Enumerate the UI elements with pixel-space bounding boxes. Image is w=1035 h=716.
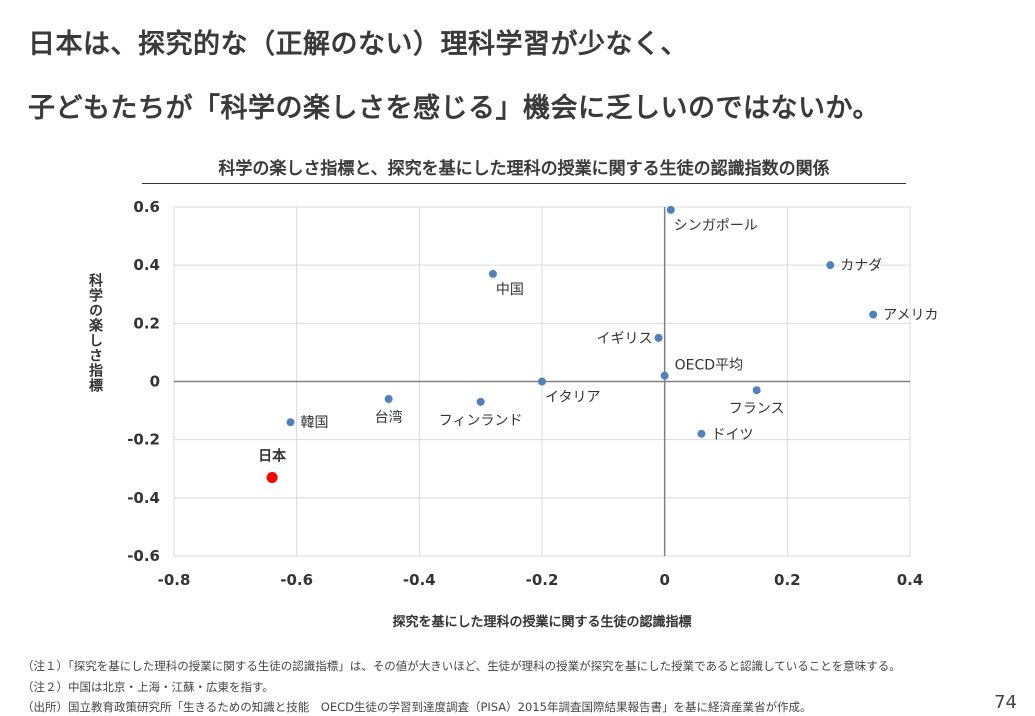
data-point xyxy=(661,372,669,380)
y-tick-label: -0.4 xyxy=(127,489,160,507)
data-point xyxy=(287,418,295,426)
page-number: 74 xyxy=(994,692,1017,713)
data-point xyxy=(869,311,877,319)
x-axis-title: 探究を基にした理科の授業に関する生徒の認識指標 xyxy=(392,614,691,630)
data-label: イタリア xyxy=(545,390,600,406)
data-label: 韓国 xyxy=(301,415,329,431)
data-point xyxy=(826,261,834,269)
footnote-2: （注２）中国は北京・上海・江蘇・広東を指す。 xyxy=(22,679,274,695)
footnote-1: （注１）「探究を基にした理科の授業に関する生徒の認識指標」は、その値が大きいほど… xyxy=(22,658,901,674)
x-tick-label: 0.2 xyxy=(774,571,801,589)
source-note: （出所）国立教育政策研究所「生きるための知識と技能 OECD生徒の学習到達度調査… xyxy=(22,699,811,715)
y-tick-label: -0.6 xyxy=(127,547,160,565)
data-point xyxy=(697,430,705,438)
x-tick-label: 0 xyxy=(659,571,669,589)
x-tick-label: -0.6 xyxy=(280,571,313,589)
x-tick-label: -0.2 xyxy=(526,571,559,589)
data-label: イギリス xyxy=(597,331,653,347)
x-tick-label: -0.8 xyxy=(158,571,191,589)
data-point xyxy=(385,395,393,403)
data-point xyxy=(477,398,485,406)
y-tick-label: 0.6 xyxy=(133,198,160,216)
data-label: シンガポール xyxy=(674,218,758,234)
data-point xyxy=(655,334,663,342)
y-axis-title: 科学の楽しさ指標 xyxy=(87,272,104,393)
data-label: カナダ xyxy=(840,258,882,274)
data-point-japan xyxy=(267,472,278,483)
data-label: 台湾 xyxy=(375,409,403,426)
y-tick-label: 0 xyxy=(150,373,160,391)
y-tick-label: -0.2 xyxy=(127,431,160,449)
data-point xyxy=(538,378,546,386)
data-label: 中国 xyxy=(496,282,524,298)
data-point xyxy=(489,270,497,278)
data-label: フランス xyxy=(729,401,785,417)
data-label: ドイツ xyxy=(711,427,753,443)
y-tick-label: 0.2 xyxy=(133,314,160,332)
data-point xyxy=(667,206,675,214)
data-label: 日本 xyxy=(258,447,287,464)
data-label: アメリカ xyxy=(883,308,938,324)
x-tick-label: 0.4 xyxy=(897,571,924,589)
y-tick-label: 0.4 xyxy=(133,256,160,274)
data-label: フィンランド xyxy=(439,413,523,429)
data-label: OECD平均 xyxy=(675,358,743,374)
x-tick-label: -0.4 xyxy=(403,571,436,589)
data-point xyxy=(753,386,761,394)
